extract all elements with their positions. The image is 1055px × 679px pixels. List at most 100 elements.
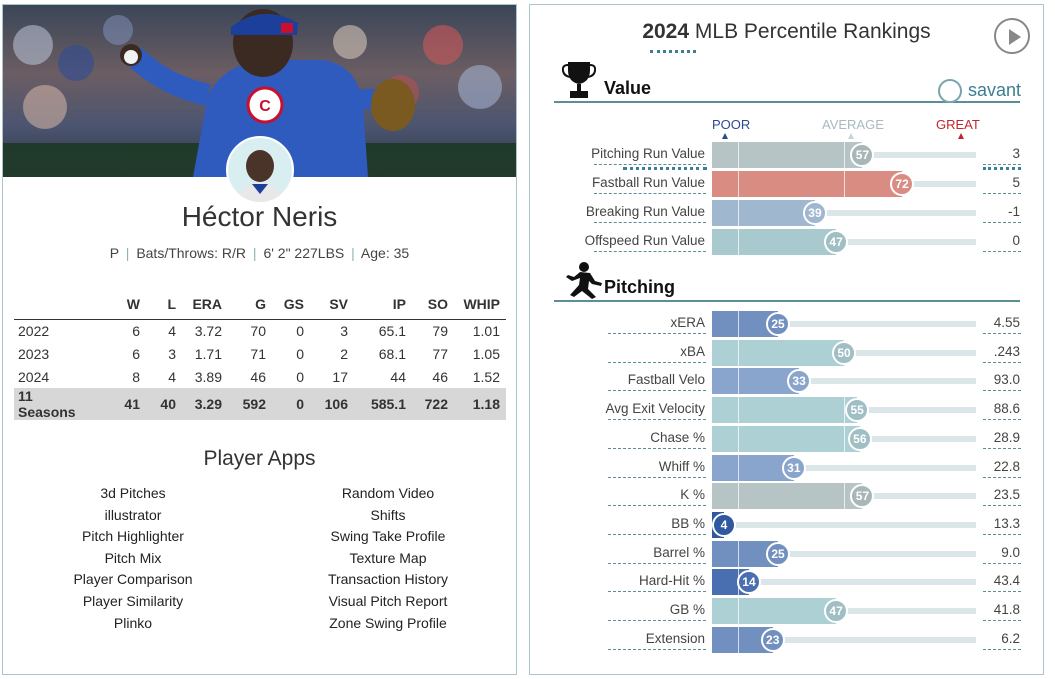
percentile-row[interactable]: Hard-Hit % 14 43.4 xyxy=(530,569,1043,596)
metric-separator xyxy=(608,447,706,449)
metric-separator xyxy=(608,648,706,650)
percentile-bar xyxy=(712,454,794,481)
table-cell: 6 xyxy=(132,345,140,362)
table-cell: 3 xyxy=(340,322,348,339)
metric-value: 13.3 xyxy=(993,515,1020,531)
app-link-player-comparison[interactable]: Player Comparison xyxy=(73,571,193,588)
app-link-random-video[interactable]: Random Video xyxy=(341,485,435,501)
percentile-row[interactable]: Fastball Velo 33 93.0 xyxy=(530,368,1043,395)
pitcher-silhouette-icon xyxy=(566,262,602,299)
app-link-shifts[interactable]: Shifts xyxy=(370,506,406,523)
table-cell: 0 xyxy=(272,388,310,420)
percentile-track xyxy=(712,636,976,643)
table-cell: 6 xyxy=(132,322,140,339)
metric-label: GB % xyxy=(669,602,705,617)
baseball-icon xyxy=(938,79,962,103)
table-cell: 2023 xyxy=(18,345,50,362)
metric-value-separator xyxy=(983,333,1021,334)
percentile-row[interactable]: xERA 25 4.55 xyxy=(530,311,1043,337)
percentile-track xyxy=(712,210,976,216)
metric-separator xyxy=(594,251,706,252)
percentile-track xyxy=(712,464,976,471)
metric-value-separator xyxy=(983,447,1021,449)
percentile-row[interactable]: BB % 4 13.3 xyxy=(530,511,1043,538)
stats-header-g: G xyxy=(228,289,272,320)
percentile-row[interactable]: Avg Exit Velocity 55 88.6 xyxy=(530,397,1043,424)
app-link-plinko[interactable]: Plinko xyxy=(113,614,153,631)
percentile-row[interactable]: Barrel % 25 9.0 xyxy=(530,540,1043,567)
percentile-row[interactable]: Breaking Run Value 39 -1 xyxy=(530,200,1043,226)
metric-label: Breaking Run Value xyxy=(585,204,705,219)
app-link-swing-take-profile[interactable]: Swing Take Profile xyxy=(330,528,446,545)
stats-header-so: SO xyxy=(412,289,454,320)
highlight-dots-right xyxy=(983,167,1021,170)
rankings-title: 2024 MLB Percentile Rankings xyxy=(530,20,1043,44)
metric-label: xBA xyxy=(680,343,705,359)
percentile-bubble: 14 xyxy=(736,570,761,595)
metric-separator xyxy=(608,562,706,564)
app-link-zone-swing-profile[interactable]: Zone Swing Profile xyxy=(329,614,447,631)
metric-separator xyxy=(594,164,706,165)
metric-label: xERA xyxy=(670,315,705,330)
player-name: Héctor Neris xyxy=(181,201,338,232)
metric-label: Whiff % xyxy=(658,458,705,474)
app-link-texture-map[interactable]: Texture Map xyxy=(349,549,427,566)
percentile-bubble: 31 xyxy=(781,455,806,480)
metric-label: Fastball Run Value xyxy=(591,175,705,190)
app-link-illustrator[interactable]: illustrator xyxy=(104,506,162,523)
percentile-tick xyxy=(844,171,845,197)
savant-label: savant xyxy=(968,80,1022,100)
metric-value: 88.6 xyxy=(993,401,1020,417)
metric-label: BB % xyxy=(671,515,705,531)
percentile-bar xyxy=(712,229,837,255)
table-cell: 70 xyxy=(250,322,266,339)
table-cell: 2024 xyxy=(18,368,50,385)
metric-value-separator xyxy=(983,476,1021,478)
metric-separator xyxy=(608,390,706,392)
percentile-row[interactable]: Chase % 56 28.9 xyxy=(530,425,1043,452)
percentile-row[interactable]: Whiff % 31 22.8 xyxy=(530,454,1043,481)
player-height-weight: 6' 2" 227LBS xyxy=(263,245,345,261)
app-link-player-similarity[interactable]: Player Similarity xyxy=(82,592,184,609)
metric-separator xyxy=(608,333,706,334)
table-cell: 722 xyxy=(412,388,454,420)
percentile-tick xyxy=(738,311,740,337)
app-link-visual-pitch-report[interactable]: Visual Pitch Report xyxy=(328,592,448,609)
percentile-row[interactable]: Pitching Run Value 57 3 xyxy=(530,142,1043,168)
pitching-section-title: Pitching xyxy=(604,277,675,297)
percentile-row[interactable]: xBA 50 .243 xyxy=(530,339,1043,366)
stats-header-gs: GS xyxy=(272,289,310,320)
percentile-tick xyxy=(738,454,740,481)
table-cell: 3.89 xyxy=(194,368,222,385)
percentile-bubble: 55 xyxy=(845,398,870,423)
app-link-transaction-history[interactable]: Transaction History xyxy=(327,571,449,588)
metric-value: 5 xyxy=(1012,175,1020,190)
percentile-tick xyxy=(844,142,845,168)
play-button[interactable] xyxy=(994,18,1030,54)
table-cell: 2022 xyxy=(18,322,50,339)
player-bats-throws: Bats/Throws: R/R xyxy=(136,245,247,261)
metric-value-separator xyxy=(983,193,1021,194)
percentile-tick xyxy=(738,626,740,653)
percentile-tick xyxy=(738,425,740,452)
metric-label: Hard-Hit % xyxy=(638,573,705,589)
percentile-row[interactable]: K % 57 23.5 xyxy=(530,483,1043,510)
percentile-bubble: 39 xyxy=(802,201,827,225)
percentile-bubble: 47 xyxy=(824,230,849,254)
metric-separator xyxy=(608,591,706,593)
table-cell: 71 xyxy=(250,345,266,362)
app-link-pitch-mix[interactable]: Pitch Mix xyxy=(104,549,162,566)
percentile-row[interactable]: Fastball Run Value 72 5 xyxy=(530,171,1043,197)
metric-value-separator xyxy=(983,620,1021,621)
player-position: P xyxy=(109,245,119,261)
metric-value: 41.8 xyxy=(993,602,1020,617)
metric-value-separator xyxy=(983,251,1021,252)
percentile-row[interactable]: Extension 23 6.2 xyxy=(530,626,1043,653)
table-cell: 3.72 xyxy=(194,322,222,339)
app-link-3d-pitches[interactable]: 3d Pitches xyxy=(100,485,166,501)
percentile-row[interactable]: Offspeed Run Value 47 0 xyxy=(530,229,1043,255)
player-avatar xyxy=(226,136,294,204)
app-link-pitch-highlighter[interactable]: Pitch Highlighter xyxy=(82,528,184,545)
metric-separator xyxy=(608,419,706,421)
percentile-row[interactable]: GB % 47 41.8 xyxy=(530,598,1043,624)
